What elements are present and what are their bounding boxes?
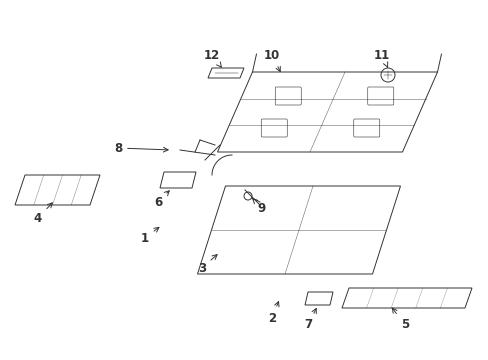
Text: 6: 6 bbox=[154, 191, 169, 208]
Text: 1: 1 bbox=[141, 228, 159, 244]
Text: 9: 9 bbox=[252, 199, 265, 215]
Text: 11: 11 bbox=[373, 49, 389, 67]
Text: 3: 3 bbox=[198, 255, 217, 275]
Text: 8: 8 bbox=[114, 141, 168, 154]
Text: 5: 5 bbox=[391, 308, 408, 332]
Text: 7: 7 bbox=[304, 309, 316, 332]
Text: 10: 10 bbox=[264, 49, 280, 72]
Text: 12: 12 bbox=[203, 49, 221, 67]
Text: 2: 2 bbox=[267, 302, 279, 324]
Text: 4: 4 bbox=[34, 203, 52, 225]
